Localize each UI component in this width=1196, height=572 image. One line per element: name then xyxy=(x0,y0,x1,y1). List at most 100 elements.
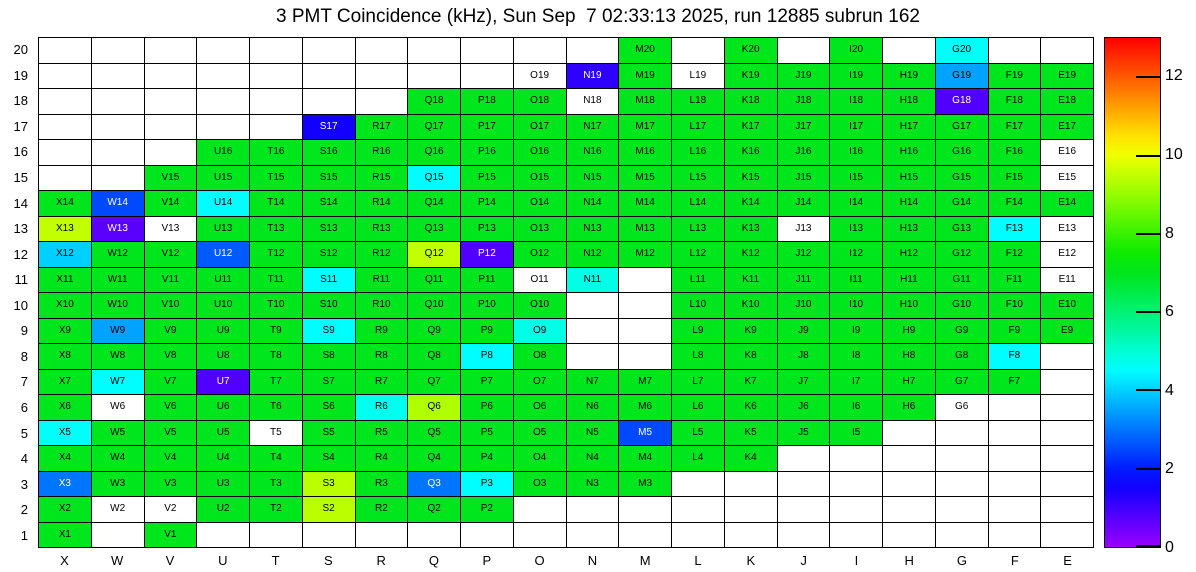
heatmap-cell-T9: T9 xyxy=(250,318,302,343)
y-tick-label: 4 xyxy=(20,451,28,467)
heatmap-cell-empty xyxy=(302,89,355,114)
heatmap-cell-U3: U3 xyxy=(197,471,249,496)
heatmap-cell-K17: K17 xyxy=(724,114,777,139)
x-tick-label: Q xyxy=(428,552,440,568)
heatmap-cell-empty xyxy=(1041,395,1093,420)
heatmap-cell-H10: H10 xyxy=(883,293,935,318)
x-tick-label: J xyxy=(800,552,807,568)
heatmap-cell-empty xyxy=(39,38,91,63)
heatmap-cell-V9: V9 xyxy=(144,318,197,343)
heatmap-cell-N4: N4 xyxy=(566,446,619,471)
heatmap-cell-R15: R15 xyxy=(355,165,408,190)
heatmap-cell-K12: K12 xyxy=(724,242,777,267)
heatmap-cell-R9: R9 xyxy=(355,318,408,343)
heatmap-cell-N19: N19 xyxy=(566,63,619,88)
heatmap-cell-S16: S16 xyxy=(302,140,355,165)
heatmap-cell-K4: K4 xyxy=(724,446,777,471)
heatmap-cell-L12: L12 xyxy=(672,242,724,267)
heatmap-cell-X5: X5 xyxy=(39,420,91,445)
x-tick-label: L xyxy=(694,552,702,568)
heatmap-cell-L6: L6 xyxy=(672,395,724,420)
heatmap-cell-S8: S8 xyxy=(302,344,355,369)
heatmap-cell-I18: I18 xyxy=(830,89,882,114)
colorbar-tick-label: 10 xyxy=(1165,145,1183,163)
heatmap-cell-empty xyxy=(883,522,935,547)
x-tick-label: I xyxy=(854,552,859,568)
heatmap-cell-W10: W10 xyxy=(91,293,144,318)
heatmap-cell-E16: E16 xyxy=(1041,140,1093,165)
heatmap-cell-K8: K8 xyxy=(724,344,777,369)
heatmap-cell-W5: W5 xyxy=(91,420,144,445)
heatmap-cell-H11: H11 xyxy=(883,267,935,292)
heatmap-cell-F13: F13 xyxy=(988,216,1041,241)
heatmap-cell-K20: K20 xyxy=(724,38,777,63)
heatmap-cell-S3: S3 xyxy=(302,471,355,496)
heatmap-cell-K10: K10 xyxy=(724,293,777,318)
x-tick-label: P xyxy=(482,552,492,568)
heatmap-cell-S2: S2 xyxy=(302,497,355,522)
heatmap-cell-O14: O14 xyxy=(513,191,566,216)
heatmap-cell-V7: V7 xyxy=(144,369,197,394)
heatmap-cell-W6: W6 xyxy=(91,395,144,420)
heatmap-cell-G20: G20 xyxy=(935,38,988,63)
y-tick-label: 15 xyxy=(13,170,28,186)
y-tick-label: 9 xyxy=(20,323,28,339)
heatmap-cell-empty xyxy=(197,63,249,88)
heatmap-cell-F18: F18 xyxy=(988,89,1041,114)
heatmap-cell-S15: S15 xyxy=(302,165,355,190)
heatmap-cell-V12: V12 xyxy=(144,242,197,267)
y-tick-label: 5 xyxy=(20,425,28,441)
heatmap-cell-I8: I8 xyxy=(830,344,882,369)
heatmap-cell-X7: X7 xyxy=(39,369,91,394)
heatmap-cell-empty xyxy=(197,114,249,139)
heatmap-cell-U2: U2 xyxy=(197,497,249,522)
x-tick-label: N xyxy=(587,552,598,568)
heatmap-cell-O17: O17 xyxy=(513,114,566,139)
heatmap-cell-R6: R6 xyxy=(355,395,408,420)
heatmap-cell-T12: T12 xyxy=(250,242,302,267)
heatmap-cell-V6: V6 xyxy=(144,395,197,420)
heatmap-cell-empty xyxy=(672,38,724,63)
heatmap-cell-R3: R3 xyxy=(355,471,408,496)
heatmap-cell-empty xyxy=(830,446,882,471)
colorbar-tick xyxy=(1136,389,1160,392)
heatmap-cell-K16: K16 xyxy=(724,140,777,165)
heatmap-cell-empty xyxy=(566,344,619,369)
heatmap-cell-empty xyxy=(935,420,988,445)
heatmap-cell-I13: I13 xyxy=(830,216,882,241)
heatmap-cell-L15: L15 xyxy=(672,165,724,190)
heatmap-cell-O3: O3 xyxy=(513,471,566,496)
heatmap-cell-H15: H15 xyxy=(883,165,935,190)
heatmap-cell-Q12: Q12 xyxy=(408,242,460,267)
heatmap-cell-K13: K13 xyxy=(724,216,777,241)
heatmap-cell-empty xyxy=(513,522,566,547)
heatmap-cell-empty xyxy=(566,497,619,522)
heatmap-cell-empty xyxy=(777,497,830,522)
heatmap-cell-empty xyxy=(408,38,460,63)
y-tick-label: 16 xyxy=(13,144,28,160)
heatmap-cell-I9: I9 xyxy=(830,318,882,343)
heatmap-cell-E17: E17 xyxy=(1041,114,1093,139)
x-tick-label: K xyxy=(746,552,756,568)
heatmap-cell-R12: R12 xyxy=(355,242,408,267)
heatmap-cell-V5: V5 xyxy=(144,420,197,445)
heatmap-cell-I6: I6 xyxy=(830,395,882,420)
heatmap-cell-W12: W12 xyxy=(91,242,144,267)
heatmap-cell-S7: S7 xyxy=(302,369,355,394)
heatmap-cell-J18: J18 xyxy=(777,89,830,114)
heatmap-cell-empty xyxy=(1041,420,1093,445)
heatmap-cell-empty xyxy=(619,267,671,292)
heatmap-cell-I14: I14 xyxy=(830,191,882,216)
heatmap-cell-empty xyxy=(250,89,302,114)
heatmap-cell-L9: L9 xyxy=(672,318,724,343)
heatmap-cell-empty xyxy=(1041,497,1093,522)
heatmap-cell-M19: M19 xyxy=(619,63,671,88)
heatmap-cell-O4: O4 xyxy=(513,446,566,471)
heatmap-cell-O5: O5 xyxy=(513,420,566,445)
heatmap-cell-M15: M15 xyxy=(619,165,671,190)
heatmap-cell-M20: M20 xyxy=(619,38,671,63)
x-tick-label: O xyxy=(534,552,545,568)
heatmap-cell-empty xyxy=(144,89,197,114)
heatmap-cell-empty xyxy=(935,522,988,547)
